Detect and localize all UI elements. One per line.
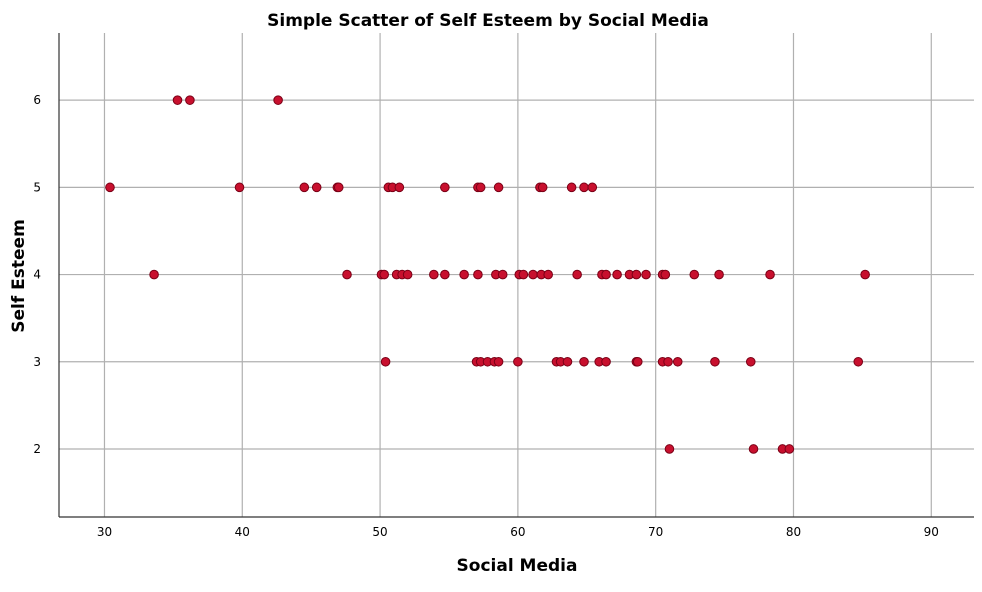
data-point xyxy=(513,356,523,367)
y-tick-labels: 2 3 4 5 6 xyxy=(33,93,41,456)
data-point xyxy=(172,95,183,105)
data-point xyxy=(493,182,504,193)
data-point xyxy=(765,269,775,280)
y-tick-label: 3 xyxy=(33,355,41,369)
data-point xyxy=(380,356,391,367)
data-point xyxy=(528,269,538,280)
data-point xyxy=(641,269,651,280)
data-point xyxy=(714,269,724,280)
x-tick-label: 60 xyxy=(510,525,525,539)
data-point xyxy=(572,269,582,280)
data-point xyxy=(543,269,553,280)
data-point xyxy=(234,182,245,193)
data-point xyxy=(402,269,413,280)
data-point xyxy=(459,269,469,280)
data-point xyxy=(587,182,598,193)
chart-title: Simple Scatter of Self Esteem by Social … xyxy=(267,11,709,31)
data-point xyxy=(601,269,611,280)
x-tick-label: 90 xyxy=(924,525,939,539)
x-tick-label: 50 xyxy=(372,525,387,539)
x-tick-label: 70 xyxy=(648,525,663,539)
x-axis-label: Social Media xyxy=(457,556,578,576)
data-point xyxy=(689,269,700,280)
data-point xyxy=(518,269,529,280)
data-point xyxy=(664,444,675,454)
data-point xyxy=(440,182,450,193)
data-point xyxy=(429,269,439,280)
y-tick-label: 2 xyxy=(33,442,41,456)
data-point xyxy=(311,182,322,193)
data-point xyxy=(537,182,548,193)
data-point xyxy=(497,269,508,280)
data-point xyxy=(860,269,870,280)
data-point xyxy=(273,95,283,105)
data-point xyxy=(379,269,390,280)
data-point xyxy=(853,356,864,367)
y-axis-label: Self Esteem xyxy=(9,219,29,333)
data-point xyxy=(748,444,759,454)
data-point xyxy=(342,269,352,280)
data-point xyxy=(672,356,683,367)
data-point xyxy=(784,444,795,454)
data-point xyxy=(710,356,720,367)
data-point xyxy=(745,356,756,367)
data-point xyxy=(185,95,195,105)
data-point xyxy=(631,269,642,280)
data-point xyxy=(562,356,573,367)
y-tick-label: 6 xyxy=(33,93,41,107)
data-point xyxy=(299,182,310,193)
data-point xyxy=(475,182,486,193)
data-point xyxy=(149,269,159,280)
data-point xyxy=(601,356,611,367)
data-point xyxy=(579,182,589,193)
data-point xyxy=(579,356,589,367)
data-point xyxy=(105,182,115,193)
x-tick-label: 80 xyxy=(786,525,801,539)
x-tick-label: 30 xyxy=(97,525,112,539)
data-point xyxy=(493,356,504,367)
data-point xyxy=(440,269,450,280)
data-point xyxy=(394,182,405,193)
data-point xyxy=(663,356,673,367)
data-point xyxy=(632,356,643,367)
y-tick-label: 4 xyxy=(33,268,41,282)
data-point xyxy=(566,182,577,193)
data-point xyxy=(612,269,622,280)
x-tick-label: 40 xyxy=(235,525,250,539)
data-point xyxy=(333,182,344,193)
data-point xyxy=(660,269,671,280)
data-points xyxy=(105,95,870,454)
x-tick-labels: 30 40 50 60 70 80 90 xyxy=(97,525,939,539)
data-point xyxy=(473,269,483,280)
y-tick-label: 5 xyxy=(33,180,41,194)
